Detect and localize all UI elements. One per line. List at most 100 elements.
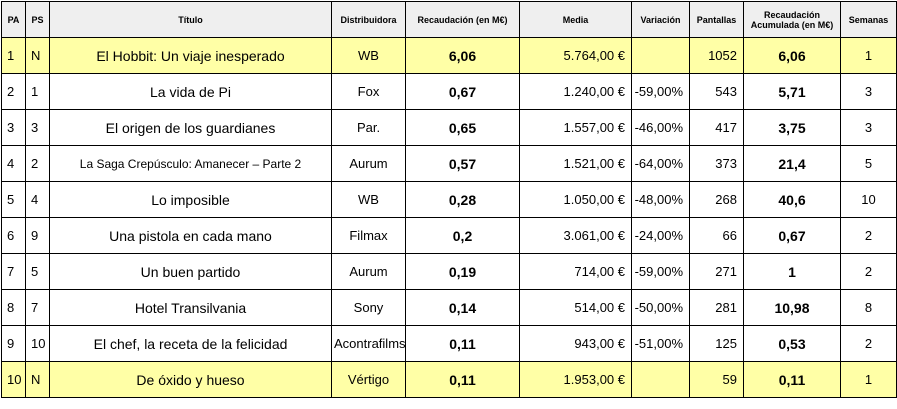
cell-recaudacion: 0,28: [405, 181, 520, 218]
cell-semanas: 3: [840, 109, 897, 146]
cell-acumulada: 0,67: [743, 217, 841, 254]
cell-ps: 1: [25, 73, 50, 110]
cell-media: 1.557,00 €: [519, 109, 632, 146]
header-pa: PA: [1, 1, 26, 38]
cell-ps: 7: [25, 289, 50, 326]
cell-recaudacion: 0,14: [405, 289, 520, 326]
cell-recaudacion: 0,57: [405, 145, 520, 182]
table-row: 1 N El Hobbit: Un viaje inesperado WB 6,06 5.…: [1, 37, 897, 74]
cell-acumulada: 6,06: [743, 37, 841, 74]
cell-pantallas: 125: [689, 325, 744, 362]
cell-pantallas: 373: [689, 145, 744, 182]
cell-titulo: Hotel Transilvania: [49, 289, 332, 326]
cell-variacion: -59,00%: [631, 73, 690, 110]
header-media: Media: [519, 1, 632, 38]
cell-pantallas: 268: [689, 181, 744, 218]
cell-distribuidora: Vértigo: [331, 361, 406, 398]
cell-acumulada: 21,4: [743, 145, 841, 182]
cell-media: 1.240,00 €: [519, 73, 632, 110]
cell-titulo: El origen de los guardianes: [49, 109, 332, 146]
cell-ps: 3: [25, 109, 50, 146]
table-row: 8 7 Hotel Transilvania Sony 0,14 514,00 € -50,…: [1, 289, 897, 326]
cell-media: 1.050,00 €: [519, 181, 632, 218]
cell-ps: 5: [25, 253, 50, 290]
cell-pantallas: 543: [689, 73, 744, 110]
cell-titulo: El chef, la receta de la felicidad: [49, 325, 332, 362]
header-variacion: Variación: [631, 1, 690, 38]
cell-recaudacion: 0,19: [405, 253, 520, 290]
header-acumulada: Recaudación Acumulada (en M€): [743, 1, 841, 38]
header-recaudacion: Recaudación (en M€): [405, 1, 520, 38]
cell-recaudacion: 0,11: [405, 325, 520, 362]
cell-titulo: Lo imposible: [49, 181, 332, 218]
cell-distribuidora: Filmax: [331, 217, 406, 254]
table-row: 5 4 Lo imposible WB 0,28 1.050,00 € -48,00% 268…: [1, 181, 897, 218]
table-row: 10 N De óxido y hueso Vértigo 0,11 1.953,00 €…: [1, 361, 897, 398]
cell-pa: 7: [1, 253, 26, 290]
table-row: 4 2 La Saga Crepúsculo: Amanecer – Parte 2…: [1, 145, 897, 182]
header-titulo: Título: [49, 1, 332, 38]
cell-pa: 10: [1, 361, 26, 398]
cell-pantallas: 417: [689, 109, 744, 146]
cell-distribuidora: Fox: [331, 73, 406, 110]
cell-distribuidora: Par.: [331, 109, 406, 146]
cell-ps: 4: [25, 181, 50, 218]
cell-acumulada: 1: [743, 253, 841, 290]
cell-pantallas: 1052: [689, 37, 744, 74]
cell-titulo: De óxido y hueso: [49, 361, 332, 398]
cell-acumulada: 5,71: [743, 73, 841, 110]
cell-distribuidora: WB: [331, 181, 406, 218]
cell-ps: N: [25, 361, 50, 398]
cell-media: 714,00 €: [519, 253, 632, 290]
cell-pantallas: 66: [689, 217, 744, 254]
cell-titulo: La Saga Crepúsculo: Amanecer – Parte 2: [49, 145, 332, 182]
cell-distribuidora: Sony: [331, 289, 406, 326]
cell-recaudacion: 0,2: [405, 217, 520, 254]
cell-ps: 9: [25, 217, 50, 254]
table-row: 9 10 El chef, la receta de la felicidad Aco…: [1, 325, 897, 362]
cell-recaudacion: 0,65: [405, 109, 520, 146]
box-office-table: PA PS Título Distribuidora Recaudación (…: [1, 1, 897, 398]
cell-pantallas: 271: [689, 253, 744, 290]
cell-semanas: 2: [840, 217, 897, 254]
cell-media: 943,00 €: [519, 325, 632, 362]
cell-distribuidora: WB: [331, 37, 406, 74]
cell-recaudacion: 0,11: [405, 361, 520, 398]
cell-pa: 5: [1, 181, 26, 218]
cell-acumulada: 0,11: [743, 361, 841, 398]
cell-pantallas: 281: [689, 289, 744, 326]
cell-media: 3.061,00 €: [519, 217, 632, 254]
cell-pa: 6: [1, 217, 26, 254]
header-pantallas: Pantallas: [689, 1, 744, 38]
cell-distribuidora: Aurum: [331, 145, 406, 182]
header-row: PA PS Título Distribuidora Recaudación (…: [1, 1, 897, 38]
table-row: 6 9 Una pistola en cada mano Filmax 0,2 3.061…: [1, 217, 897, 254]
cell-variacion: -24,00%: [631, 217, 690, 254]
cell-semanas: 3: [840, 73, 897, 110]
cell-ps: 10: [25, 325, 50, 362]
cell-variacion: -64,00%: [631, 145, 690, 182]
cell-pa: 1: [1, 37, 26, 74]
cell-semanas: 1: [840, 37, 897, 74]
cell-pa: 8: [1, 289, 26, 326]
cell-recaudacion: 6,06: [405, 37, 520, 74]
header-semanas: Semanas: [840, 1, 897, 38]
cell-media: 5.764,00 €: [519, 37, 632, 74]
cell-semanas: 5: [840, 145, 897, 182]
cell-pa: 4: [1, 145, 26, 182]
header-distribuidora: Distribuidora: [331, 1, 406, 38]
cell-variacion: -59,00%: [631, 253, 690, 290]
cell-semanas: 1: [840, 361, 897, 398]
table-row: 2 1 La vida de Pi Fox 0,67 1.240,00 € -59,00% 5…: [1, 73, 897, 110]
cell-variacion: -48,00%: [631, 181, 690, 218]
cell-pa: 3: [1, 109, 26, 146]
cell-variacion: [631, 361, 690, 398]
cell-variacion: -51,00%: [631, 325, 690, 362]
cell-media: 1.521,00 €: [519, 145, 632, 182]
cell-pa: 2: [1, 73, 26, 110]
cell-titulo: El Hobbit: Un viaje inesperado: [49, 37, 332, 74]
cell-acumulada: 3,75: [743, 109, 841, 146]
cell-variacion: [631, 37, 690, 74]
cell-ps: N: [25, 37, 50, 74]
cell-acumulada: 40,6: [743, 181, 841, 218]
